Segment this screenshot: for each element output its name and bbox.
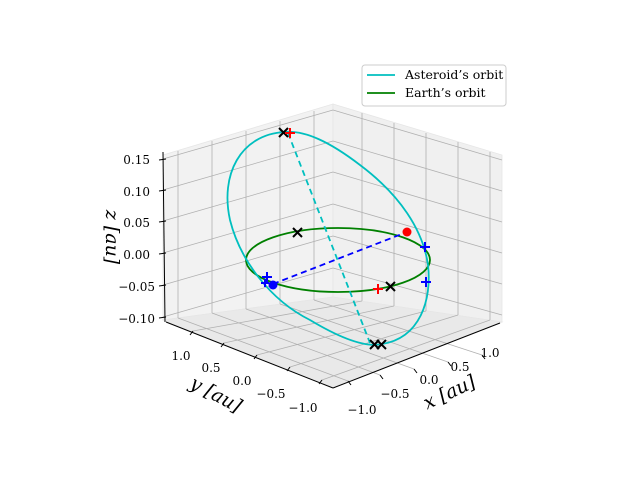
x-axis-line [332,322,501,389]
z-tick-label: 0.00 [123,248,150,262]
blue-plus-markers [261,242,431,287]
red-node-dot [402,227,412,237]
x-tick-label: 0.0 [419,373,438,387]
tick-marks [158,158,486,386]
legend-label-earth: Earth’s orbit [405,85,486,100]
z-tick-label: −0.10 [118,312,155,326]
z-tick-label: 0.05 [123,216,150,230]
line-of-nodes [272,231,408,285]
red-plus-markers [285,128,383,294]
y-tick-labels: 1.0 0.5 0.0 −0.5 −1.0 [171,349,317,415]
blue-node-dot [268,280,278,290]
markers [261,127,431,350]
z-tick-label: −0.05 [118,280,155,294]
axis-lines [162,151,501,389]
y-axis-line [165,321,334,389]
gridlines [162,109,503,382]
x-markers [278,127,396,350]
axes-panes [161,103,504,388]
y-tick-label: −1.0 [288,401,317,415]
legend: Asteroid’s orbit Earth’s orbit [361,64,507,107]
pane-right [332,103,503,323]
z-tick-label: 0.15 [123,153,150,167]
x-tick-label: 1.0 [480,346,499,360]
y-tick-label: 1.0 [171,349,190,363]
z-tick-labels: 0.15 0.10 0.05 0.00 −0.05 −0.10 [118,153,155,326]
pane-floor [161,296,504,388]
x-tick-labels: −1.0 −0.5 0.0 0.5 1.0 [347,346,499,417]
z-axis-line [162,151,166,323]
x-tick-label: −0.5 [380,387,409,401]
pane-left [162,103,334,321]
y-tick-label: 0.0 [232,374,251,388]
y-tick-label: −0.5 [256,387,285,401]
z-axis-title: z [au] [101,209,123,265]
legend-box [361,64,507,107]
z-tick-label: 0.10 [123,185,150,199]
y-tick-label: 0.5 [201,361,220,375]
legend-label-asteroid: Asteroid’s orbit [404,67,503,82]
x-tick-label: 0.5 [450,360,469,374]
line-of-apsides [287,132,371,344]
x-tick-label: −1.0 [347,403,376,417]
